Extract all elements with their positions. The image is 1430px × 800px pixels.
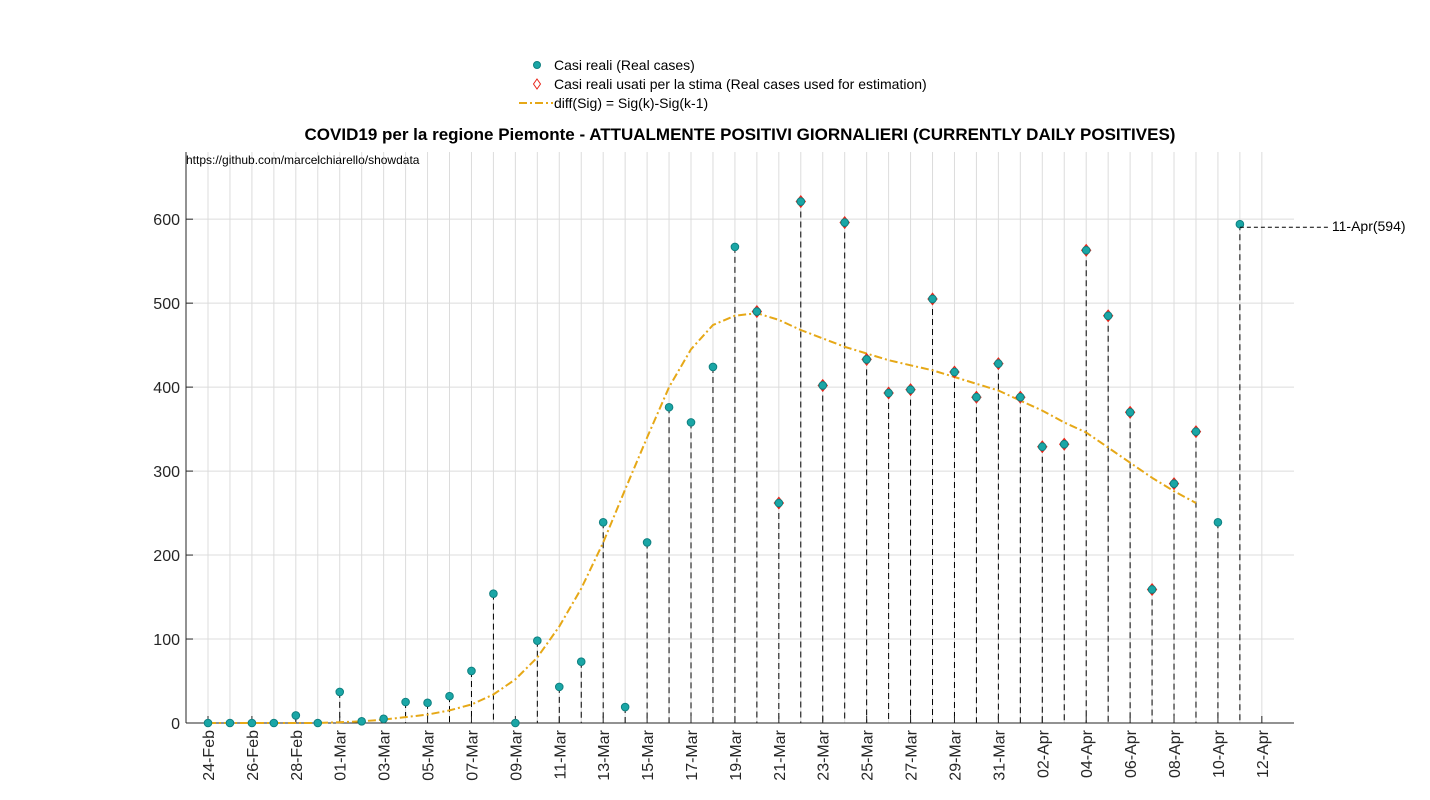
x-tick-label: 24-Feb (201, 730, 218, 781)
y-tick-label: 600 (153, 212, 180, 229)
legend-label-real-cases: Casi reali (Real cases) (554, 57, 695, 73)
x-tick-label: 07-Mar (464, 729, 481, 780)
real-case-point (730, 242, 740, 252)
real-case-point (818, 381, 828, 390)
x-tick-label: 26-Feb (245, 730, 262, 781)
real-case-point (884, 388, 893, 398)
real-case-point (225, 718, 235, 728)
real-case-point (511, 718, 520, 728)
legend-label-estimation-cases: Casi reali usati per la stima (Real case… (554, 76, 927, 92)
real-case-point (554, 682, 564, 692)
real-case-point (752, 307, 762, 316)
real-case-point (401, 697, 410, 707)
real-case-point (664, 402, 674, 412)
x-tick-label: 11-Mar (552, 729, 569, 779)
real-case-point (1037, 442, 1047, 452)
real-case-point (1213, 518, 1223, 527)
real-case-point (950, 367, 959, 377)
x-tick-label: 25-Mar (860, 729, 877, 780)
x-tick-label: 03-Mar (377, 729, 394, 780)
legend: Casi reali (Real cases) Casi reali usati… (519, 57, 927, 111)
source-link: https://github.com/marcelchiarello/showd… (186, 153, 420, 167)
real-case-point (774, 498, 784, 508)
real-case-point (840, 218, 849, 227)
x-tick-label: 28-Feb (289, 730, 306, 781)
real-case-point (994, 359, 1003, 368)
real-case-point (1191, 427, 1201, 436)
real-case-point (1103, 311, 1113, 321)
real-case-point (379, 714, 388, 724)
data-points (203, 195, 1245, 728)
real-case-point (335, 687, 345, 697)
x-tick-label: 17-Mar (684, 729, 701, 780)
real-case-point (1235, 219, 1245, 229)
real-case-point (928, 294, 937, 304)
real-case-point (1147, 585, 1157, 594)
annotation: 11-Apr(594) (1239, 218, 1406, 234)
x-tick-label: 05-Mar (421, 729, 438, 780)
y-tick-label: 0 (171, 716, 180, 733)
y-tick-label: 300 (153, 464, 180, 481)
y-tick-label: 200 (153, 548, 180, 565)
legend-marker-estimation-cases (532, 78, 542, 90)
real-case-point (576, 657, 586, 667)
real-case-point (247, 718, 257, 728)
x-tick-label: 02-Apr (1035, 729, 1052, 778)
real-case-point (357, 717, 366, 726)
x-tick-label: 31-Mar (991, 729, 1008, 780)
x-tick-label: 21-Mar (772, 729, 789, 780)
real-case-point (686, 418, 696, 427)
real-case-point (1169, 479, 1179, 488)
real-case-point (313, 718, 323, 728)
x-tick-label: 06-Apr (1123, 729, 1140, 778)
x-tick-label: 08-Apr (1167, 729, 1184, 778)
real-case-point (1059, 439, 1069, 449)
y-tick-label: 400 (153, 380, 180, 397)
x-tick-label: 10-Apr (1211, 729, 1228, 778)
real-case-point (423, 698, 432, 708)
x-tick-label: 12-Apr (1255, 729, 1272, 778)
real-case-point (269, 718, 279, 728)
y-tick-label: 100 (153, 632, 180, 649)
legend-marker-real-cases (533, 61, 541, 69)
real-case-point (1016, 392, 1025, 402)
x-tick-label: 04-Apr (1079, 729, 1096, 778)
x-tick-label: 23-Mar (816, 729, 833, 780)
real-case-point (489, 589, 498, 598)
x-tick-label: 01-Mar (333, 729, 350, 780)
real-case-point (642, 538, 652, 547)
real-case-point (1125, 408, 1135, 417)
x-tick-label: 15-Mar (640, 729, 657, 780)
real-case-point (467, 666, 476, 676)
real-case-point (291, 711, 301, 720)
real-case-point (533, 636, 542, 646)
real-case-point (445, 691, 454, 701)
real-case-point (620, 702, 630, 712)
real-case-point (862, 355, 871, 364)
real-case-point (972, 392, 981, 402)
real-case-point (708, 362, 718, 372)
axes (185, 152, 1294, 724)
real-case-point (1081, 245, 1091, 255)
y-tick-label: 500 (153, 296, 180, 313)
x-tick-label: 27-Mar (904, 729, 921, 780)
legend-label-fit-curve: diff(Sig) = Sig(k)-Sig(k-1) (554, 95, 708, 111)
x-tick-label: 19-Mar (728, 729, 745, 780)
x-tick-label: 09-Mar (508, 729, 525, 780)
fit-curve (208, 312, 1197, 724)
x-tick-label: 29-Mar (947, 729, 964, 780)
tick-labels: 0 100 200 300 400 500 600 24-Feb 26-Feb 28-Feb 01-… (153, 212, 1272, 781)
grid (186, 152, 1294, 723)
real-case-point (796, 197, 806, 206)
stems (295, 201, 1241, 723)
real-case-point (598, 518, 608, 527)
real-case-point (203, 718, 213, 728)
chart-title: COVID19 per la regione Piemonte - ATTUAL… (305, 125, 1176, 144)
annotation-label: 11-Apr(594) (1332, 218, 1406, 234)
fit-curve-line (208, 312, 1197, 724)
real-case-point (906, 385, 915, 394)
x-tick-label: 13-Mar (596, 729, 613, 780)
